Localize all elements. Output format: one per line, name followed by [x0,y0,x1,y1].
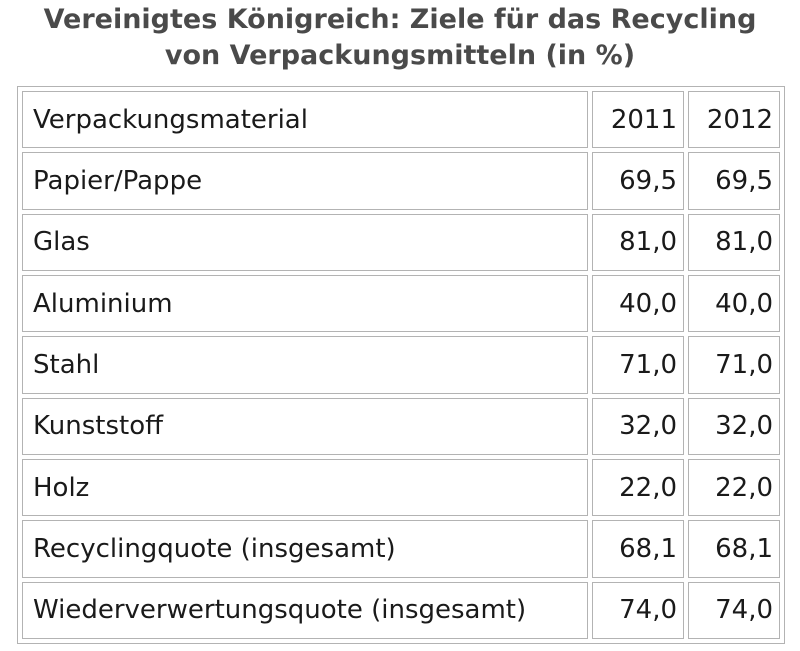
material-cell: Recyclingquote (insgesamt) [22,520,589,578]
header-cell-2012: 2012 [688,91,780,149]
header-row: Verpackungsmaterial 2011 2012 [22,91,780,149]
table-row: Wiederverwertungsquote (insgesamt) 74,0 74… [22,581,780,639]
table-row: Recyclingquote (insgesamt) 68,1 68,1 [22,520,780,578]
table-row: Holz 22,0 22,0 [22,458,780,517]
value-2011-cell: 71,0 [592,336,684,394]
material-cell: Aluminium [22,274,589,333]
value-2011-cell: 40,0 [592,274,684,333]
value-2012-cell: 40,0 [688,274,780,333]
title-line-2: von Verpackungsmitteln (in %) [164,40,636,71]
table-row: Aluminium 40,0 40,0 [22,274,780,333]
material-cell: Wiederverwertungsquote (insgesamt) [22,581,589,639]
value-2012-cell: 81,0 [688,213,780,271]
material-cell: Glas [22,213,589,271]
table-row: Glas 81,0 81,0 [22,213,780,271]
table-title: Vereinigtes Königreich: Ziele für das Re… [0,2,800,74]
value-2012-cell: 71,0 [688,336,780,394]
material-cell: Stahl [22,336,589,394]
material-cell: Papier/Pappe [22,152,589,210]
value-2011-cell: 81,0 [592,213,684,271]
table-frame: Verpackungsmaterial 2011 2012 Papier/Pap… [17,86,785,644]
value-2011-cell: 68,1 [592,520,684,578]
header-cell-2011: 2011 [592,91,684,149]
value-2011-cell: 22,0 [592,458,684,517]
value-2012-cell: 22,0 [688,458,780,517]
value-2012-cell: 74,0 [688,581,780,639]
value-2011-cell: 32,0 [592,397,684,455]
value-2011-cell: 74,0 [592,581,684,639]
title-line-1: Vereinigtes Königreich: Ziele für das Re… [43,4,757,35]
table-row: Stahl 71,0 71,0 [22,336,780,394]
header-cell-material: Verpackungsmaterial [22,91,589,149]
material-cell: Holz [22,458,589,517]
value-2012-cell: 69,5 [688,152,780,210]
material-cell: Kunststoff [22,397,589,455]
value-2012-cell: 32,0 [688,397,780,455]
recycling-table: Verpackungsmaterial 2011 2012 Papier/Pap… [18,87,784,643]
value-2012-cell: 68,1 [688,520,780,578]
table-row: Kunststoff 32,0 32,0 [22,397,780,455]
table-row: Papier/Pappe 69,5 69,5 [22,152,780,210]
value-2011-cell: 69,5 [592,152,684,210]
